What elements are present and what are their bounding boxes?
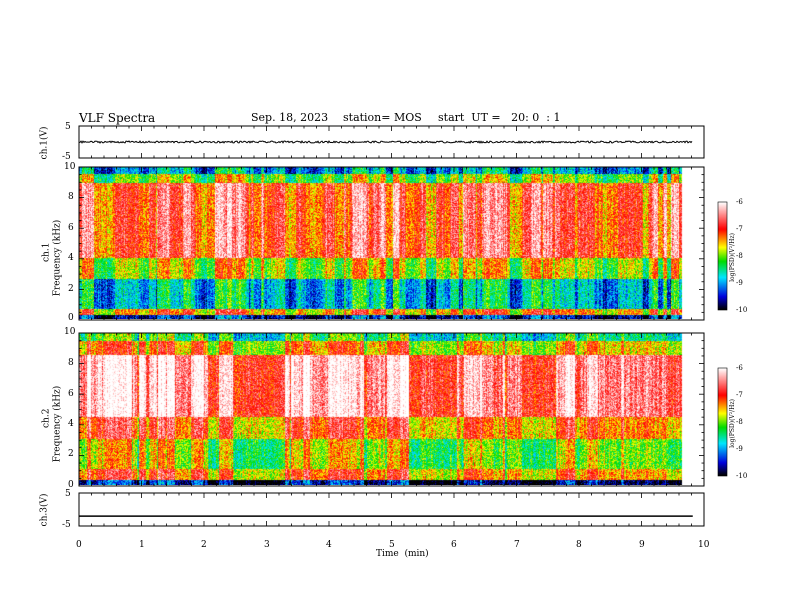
spec2-ytick: 0 — [68, 480, 74, 490]
cb2-tick: -8 — [736, 418, 743, 426]
spec1-ytick: 8 — [68, 192, 74, 202]
x-tick: 0 — [76, 540, 82, 550]
ch2-spectrogram-frame — [78, 332, 705, 487]
ch2-spectrogram — [79, 333, 692, 485]
ch2-spec-ylabel-text: ch.2 Frequency (kHz) — [41, 385, 63, 463]
spec2-ytick: 4 — [68, 419, 74, 429]
colorbar-frame — [717, 201, 728, 311]
cb1-tick: -6 — [736, 198, 743, 206]
ch1-spectrogram-frame — [78, 166, 705, 321]
spec1-ytick: 6 — [68, 223, 74, 233]
cb1-tick: -9 — [736, 279, 743, 287]
cb2-tick: -6 — [736, 364, 743, 372]
ch1-voltage-ylabel: ch.1(V) — [39, 126, 50, 160]
cb1-tick: -8 — [736, 252, 743, 260]
x-tick: 1 — [139, 540, 145, 550]
ch1-spec-ylabel-text: ch.1 Frequency (kHz) — [41, 219, 63, 297]
cb1-label: log(PSD)(V²/Hz) — [728, 233, 736, 282]
spec1-ytick: 10 — [64, 162, 76, 172]
x-tick: 8 — [576, 540, 582, 550]
spec1-ytick: 0 — [68, 313, 74, 323]
spec1-ytick: 4 — [68, 253, 74, 263]
ch3-ytick: -5 — [62, 520, 71, 530]
ch1-ytick: 5 — [65, 122, 71, 132]
spec2-ytick: 8 — [68, 358, 74, 368]
x-tick: 2 — [201, 540, 207, 550]
x-tick: 10 — [698, 540, 710, 550]
ch1-spectrogram — [79, 167, 692, 319]
cb2-label: log(PSD)(V²/Hz) — [728, 399, 736, 448]
x-tick: 7 — [514, 540, 520, 550]
x-tick: 3 — [264, 540, 270, 550]
ch1-ytick: -5 — [62, 152, 71, 162]
x-tick: 6 — [451, 540, 457, 550]
date-label: Sep. 18, 2023 — [251, 111, 329, 124]
ch1-colorbar — [718, 202, 727, 310]
ch1-voltage-trace — [79, 140, 693, 144]
x-tick: 4 — [326, 540, 332, 550]
cb2-tick: -7 — [736, 391, 743, 399]
station-label: station= MOS — [343, 111, 422, 124]
cb2-tick: -9 — [736, 445, 743, 453]
spec2-ytick: 6 — [68, 389, 74, 399]
figure-title: VLF Spectra — [79, 111, 156, 125]
cb2-tick: -10 — [736, 472, 748, 480]
x-axis-label: Time (min) — [376, 549, 429, 559]
cb1-tick: -10 — [736, 306, 748, 314]
spec2-ytick: 2 — [68, 449, 74, 459]
start-time-label: start UT = 20: 0 : 1 — [438, 111, 561, 124]
ch3-ytick: 5 — [65, 489, 71, 499]
cb1-tick: -7 — [736, 225, 743, 233]
ch3-voltage-ylabel: ch.3(V) — [39, 493, 50, 527]
x-tick: 9 — [639, 540, 645, 550]
spec2-ytick: 10 — [64, 327, 76, 337]
x-tick: 5 — [389, 540, 395, 550]
spec1-ytick: 2 — [68, 284, 74, 294]
colorbar-frame — [717, 367, 728, 477]
ch2-colorbar — [718, 368, 727, 476]
